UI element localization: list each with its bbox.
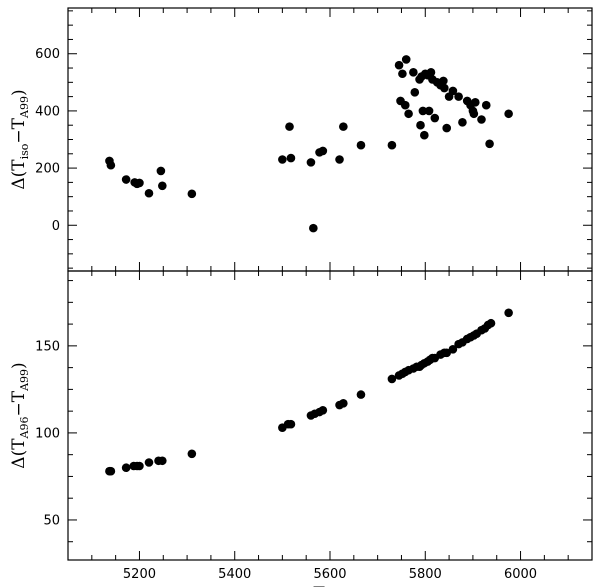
top-data-point [420, 130, 429, 140]
top-data-point [426, 68, 436, 77]
top-data-point [400, 100, 410, 110]
y-tick-label: 100 [35, 426, 60, 441]
y-tick-label: 0 [52, 219, 60, 234]
bottom-data-point [106, 466, 116, 476]
top-data-point [469, 109, 479, 119]
top-data-point [278, 155, 287, 164]
top-data-point [416, 120, 425, 130]
top-frame [67, 7, 593, 272]
bottom-frame [67, 270, 593, 561]
top-data-point [398, 69, 407, 79]
top-panel: 0 200 400 600 [35, 7, 593, 272]
top-data-point [144, 188, 154, 198]
top-data-point [442, 123, 452, 133]
x-tick-label: 5400 [218, 567, 251, 582]
bottom-y-axis-label: Δ(TA96−TA99) [9, 362, 31, 468]
x-tick-label: 6000 [504, 567, 537, 582]
top-data-point [335, 155, 344, 164]
bottom-data-point [286, 419, 296, 429]
bottom-data-point [448, 345, 458, 354]
top-data-point [158, 181, 167, 191]
bottom-data-point [387, 374, 397, 384]
y-tick-label: 50 [43, 513, 60, 528]
top-data-point [187, 189, 197, 199]
top-data-point [318, 146, 328, 156]
top-data-point [454, 92, 463, 101]
top-data-point [424, 106, 434, 116]
bottom-data-point [339, 399, 348, 408]
top-data-point [430, 113, 440, 123]
top-data-point [404, 109, 413, 119]
top-data-point [135, 178, 144, 188]
top-data-point [448, 86, 458, 96]
bottom-data-point [486, 318, 496, 328]
top-data-point [156, 166, 166, 176]
top-data-point [356, 140, 366, 150]
top-data-point [418, 106, 428, 116]
top-data-point [401, 55, 411, 64]
x-tick-label: 5200 [123, 567, 156, 582]
bottom-panel: 50 100 150 5200 5400 5600 5800 6000 [35, 270, 593, 582]
bottom-data-point [121, 463, 131, 473]
bottom-data-point [504, 308, 513, 318]
top-data-point [481, 100, 491, 110]
x-tick-label: 5800 [409, 567, 442, 582]
top-data-point [458, 118, 467, 127]
top-data-point [440, 83, 449, 93]
top-data-point [121, 175, 131, 184]
y-tick-label: 600 [35, 47, 60, 62]
x-axis-label: TA99 [313, 584, 346, 587]
top-data-point [286, 153, 296, 163]
bottom-data-point [187, 449, 197, 459]
top-data-point [285, 122, 294, 131]
top-data-point [309, 223, 318, 233]
top-data-point [306, 158, 316, 167]
y-tick-label: 200 [35, 162, 60, 177]
top-data-point [439, 76, 448, 86]
y-tick-label: 400 [35, 104, 60, 119]
top-y-axis-label: Δ(Tiso−TA99) [9, 89, 31, 189]
top-data-point [477, 115, 486, 124]
x-tick-label: 5600 [313, 567, 346, 582]
top-data-point [504, 109, 513, 119]
top-data-point [409, 68, 418, 77]
bottom-data-point [318, 405, 328, 415]
bottom-data-point [356, 390, 366, 399]
axis-labels: Δ(Tiso−TA99) Δ(TA96−TA99) TA99 [9, 89, 346, 587]
top-data-point [485, 139, 494, 149]
top-data-point [339, 122, 348, 131]
top-data-point [470, 98, 480, 107]
bottom-data-point [144, 458, 154, 467]
y-tick-label: 150 [35, 339, 60, 354]
top-data-point [387, 140, 397, 150]
bottom-data-point [135, 461, 144, 471]
bottom-data-point [158, 456, 167, 466]
top-data-point [106, 160, 116, 170]
top-data-point [394, 60, 404, 70]
top-data-point [410, 88, 420, 97]
